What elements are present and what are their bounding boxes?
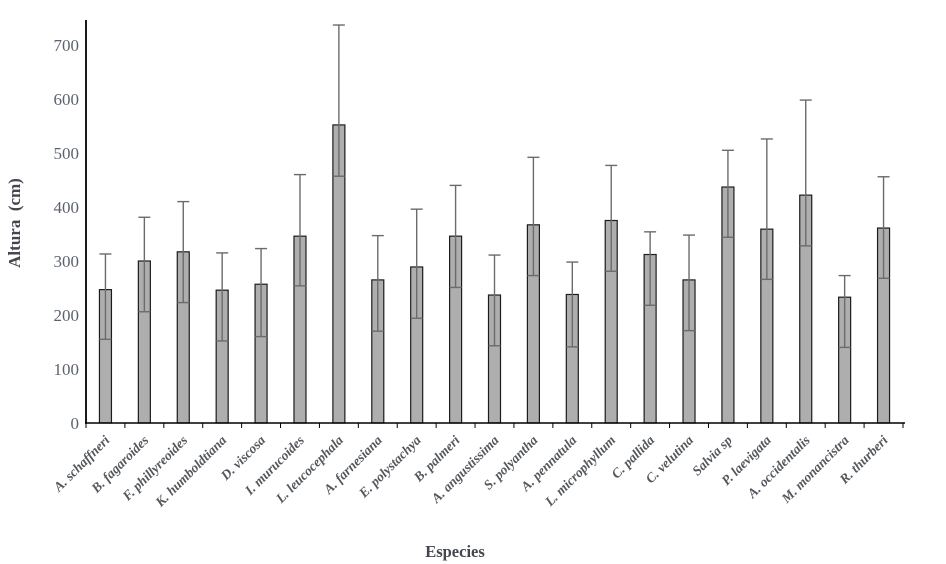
x-tick-label: L. leucocephala: [272, 432, 346, 506]
y-axis-title: Altura (cm): [5, 178, 24, 268]
y-tick-label: 0: [71, 414, 80, 433]
y-tick-label: 300: [54, 252, 80, 271]
x-axis-title: Especies: [425, 542, 485, 561]
y-tick-label: 600: [54, 90, 80, 109]
y-tick-label: 500: [54, 144, 80, 163]
y-tick-label: 200: [54, 306, 80, 325]
y-tick-label: 700: [54, 36, 80, 55]
y-tick-label: 100: [54, 360, 80, 379]
x-tick-label: A. angustissima: [428, 432, 502, 506]
y-tick-label: 400: [54, 198, 80, 217]
x-tick-label: L. microphyllum: [541, 433, 618, 510]
x-tick-label: M. monancistra: [778, 432, 852, 506]
